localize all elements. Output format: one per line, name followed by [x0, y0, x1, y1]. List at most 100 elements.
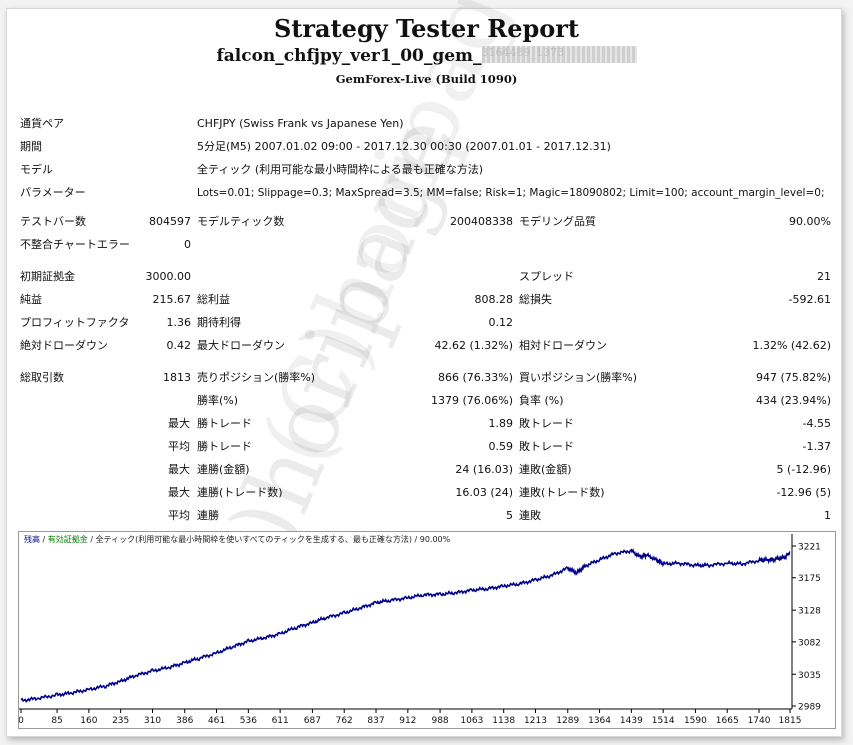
max-drawdown-value: 42.62 (1.32%)	[434, 339, 513, 352]
y-tick-label: 3035	[798, 671, 821, 681]
x-tick-label: 1590	[684, 716, 707, 726]
largest-label: 最大	[168, 417, 190, 430]
y-tick-label: 3221	[798, 543, 821, 553]
loss-rate-label: 負率 (%)	[519, 394, 564, 407]
long-positions-value: 947 (75.82%)	[755, 371, 831, 384]
x-tick-label: 1213	[524, 716, 547, 726]
rel-drawdown-value: 1.32% (42.62)	[752, 339, 831, 352]
bars-value: 804597	[149, 215, 191, 228]
x-tick-label: 837	[367, 716, 384, 726]
average-loss-value: -1.37	[802, 440, 831, 453]
ea-name-line: falcon_chfjpy_ver1_00_gem_3164489_1373	[0, 46, 853, 66]
win-rate-label: 勝率(%)	[197, 394, 239, 407]
profit-factor-label: プロフィットファクタ	[20, 316, 130, 329]
legend-sep-1: /	[40, 535, 48, 544]
x-tick-label: 0	[19, 716, 24, 726]
x-tick-label: 687	[304, 716, 321, 726]
mismatch-value: 0	[184, 238, 191, 251]
x-tick-label: 1665	[716, 716, 739, 726]
max-cons2-label: 最大	[168, 486, 190, 499]
y-tick-label: 3128	[798, 607, 821, 617]
info-value-model: 全ティック (利用可能な最小時間枠による最も正確な方法)	[197, 163, 484, 176]
largest-loss-value: -4.55	[802, 417, 831, 430]
avg-cons-wins-value: 5	[506, 509, 513, 522]
gross-profit-label: 総利益	[197, 293, 230, 306]
max-cons-profit-label: 連勝(トレード数)	[197, 486, 283, 499]
x-tick-label: 536	[240, 716, 257, 726]
expected-payoff-label: 期待利得	[197, 316, 241, 329]
server-build: GemForex-Live (Build 1090)	[335, 72, 518, 86]
chart-legend: 残高 / 有効証拠金 / 全ティック(利用可能な最小時間枠を使いすべてのティック…	[24, 535, 450, 545]
max-cons-profit-value: 16.03 (24)	[455, 486, 513, 499]
mismatch-label: 不整合チャートエラー	[20, 238, 130, 251]
max-cons-loss-label: 連敗(トレード数)	[519, 486, 605, 499]
long-positions-label: 買いポジション(勝率%)	[519, 371, 638, 384]
x-tick-label: 1138	[492, 716, 515, 726]
short-positions-value: 866 (76.33%)	[437, 371, 513, 384]
x-tick-label: 235	[112, 716, 129, 726]
x-tick-label: 386	[176, 716, 193, 726]
x-tick-label: 160	[80, 716, 97, 726]
average-loss-label: 敗トレード	[519, 440, 574, 453]
x-tick-label: 1815	[779, 716, 802, 726]
x-tick-label: 461	[208, 716, 225, 726]
ea-name: falcon_chfjpy_ver1_00_gem_	[216, 46, 482, 66]
x-tick-label: 85	[51, 716, 62, 726]
legend-equity: 有効証拠金	[47, 535, 88, 544]
x-tick-label: 1740	[748, 716, 771, 726]
net-profit-value: 215.67	[152, 293, 192, 306]
x-tick-label: 1063	[460, 716, 483, 726]
balance-line	[20, 548, 791, 703]
x-tick-label: 762	[336, 716, 353, 726]
gross-profit-value: 808.28	[474, 293, 514, 306]
gross-loss-label: 総損失	[519, 293, 552, 306]
abs-drawdown-value: 0.42	[166, 339, 192, 352]
abs-drawdown-label: 絶対ドローダウン	[20, 339, 108, 352]
loss-rate-value: 434 (23.94%)	[755, 394, 831, 407]
avg-cons-label: 平均	[168, 509, 190, 522]
max-cons-wins-value: 24 (16.03)	[455, 463, 513, 476]
bars-label: テストバー数	[20, 215, 86, 228]
quality-value: 90.00%	[789, 215, 831, 228]
report-title: Strategy Tester Report	[273, 14, 580, 43]
quality-label: モデリング品質	[519, 215, 596, 228]
x-tick-label: 1364	[588, 716, 611, 726]
total-trades-label: 総取引数	[20, 371, 64, 384]
x-tick-label: 310	[144, 716, 161, 726]
ticks-value: 200408338	[450, 215, 513, 228]
x-tick-label: 1439	[620, 716, 643, 726]
info-label-period: 期間	[20, 140, 42, 153]
expected-payoff-value: 0.12	[488, 316, 514, 329]
avg-cons-losses-value: 1	[824, 509, 831, 522]
largest-win-value: 1.89	[488, 417, 514, 430]
rel-drawdown-label: 相対ドローダウン	[519, 339, 607, 352]
legend-sep-2: / 全ティック(利用可能な最小時間枠を使いすべてのティックを生成する、最も正確な…	[87, 535, 451, 544]
info-value-params: Lots=0.01; Slippage=0.3; MaxSpread=3.5; …	[197, 187, 825, 199]
ticks-label: モデルティック数	[197, 215, 285, 228]
y-tick-label: 3082	[798, 638, 821, 648]
deposit-label: 初期証拠金	[20, 270, 75, 283]
account-number-redacted: 3164489_1373	[481, 46, 637, 63]
x-tick-label: 988	[431, 716, 448, 726]
info-value-pair: CHFJPY (Swiss Frank vs Japanese Yen)	[197, 117, 404, 130]
average-win-label: 勝トレード	[197, 440, 252, 453]
y-tick-label: 2989	[798, 703, 821, 713]
info-label-pair: 通貨ペア	[20, 117, 64, 130]
max-drawdown-label: 最大ドローダウン	[197, 339, 285, 352]
avg-cons-wins-label: 連勝	[197, 509, 219, 522]
chart-svg: 3221 3175 3128 3082 3035 2989 0 85 160 235 310 386 4…	[19, 534, 821, 726]
net-profit-label: 純益	[20, 293, 42, 306]
info-value-period: 5分足(M5) 2007.01.02 09:00 - 2017.12.30 00…	[197, 140, 611, 153]
max-cons-label: 最大	[168, 463, 190, 476]
balance-chart: 3221 3175 3128 3082 3035 2989 0 85 160 235 310 386 4…	[18, 531, 836, 729]
x-tick-label: 1289	[556, 716, 579, 726]
profit-factor-value: 1.36	[166, 316, 192, 329]
spread-value: 21	[817, 270, 831, 283]
spread-label: スプレッド	[519, 270, 574, 283]
average-win-value: 0.59	[488, 440, 514, 453]
x-tick-label: 1514	[652, 716, 675, 726]
largest-loss-label: 敗トレード	[519, 417, 574, 430]
gross-loss-value: -592.61	[788, 293, 831, 306]
legend-balance: 残高	[24, 535, 40, 544]
info-label-model: モデル	[20, 163, 53, 176]
